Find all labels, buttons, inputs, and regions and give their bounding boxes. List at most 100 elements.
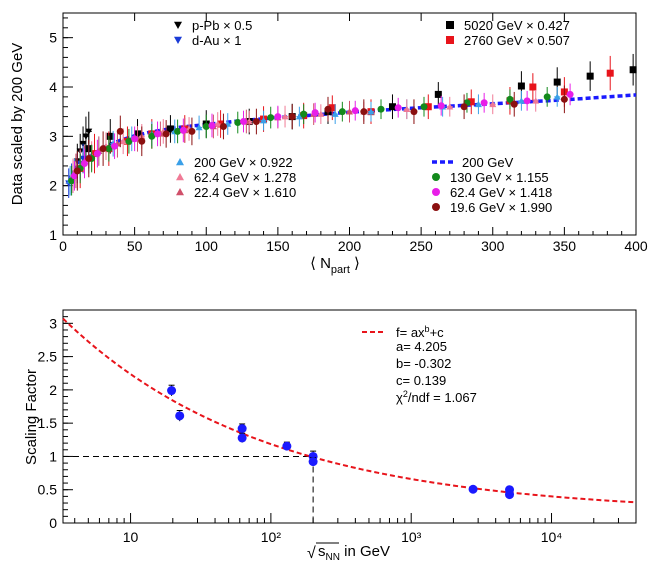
top-x-tick-label: 200 xyxy=(338,238,362,254)
legend-label: d-Au × 1 xyxy=(192,33,242,48)
data-point xyxy=(282,441,292,451)
data-point xyxy=(175,411,185,421)
data-point xyxy=(82,133,90,140)
bottom-x-axis-label-sub: NN xyxy=(326,552,340,563)
legend-param: a= 4.205 xyxy=(396,339,447,354)
bottom-x-axis-label-s: s xyxy=(318,543,326,560)
data-point xyxy=(116,127,124,135)
data-point xyxy=(586,72,594,80)
data-point xyxy=(505,490,515,500)
data-point xyxy=(131,135,139,143)
top-y-tick-label: 5 xyxy=(49,30,57,46)
top-y-tick-label: 4 xyxy=(49,79,57,95)
bottom-y-tick-label: 0.5 xyxy=(38,482,58,498)
data-point xyxy=(566,90,574,98)
data-point xyxy=(360,108,368,116)
legend-label: 200 GeV xyxy=(462,155,514,170)
legend-label: 19.6 GeV × 1.990 xyxy=(450,200,552,215)
data-point xyxy=(420,103,428,111)
legend-param: c= 0.139 xyxy=(396,373,446,388)
top-panel: 0 50 100 150 200 250 300 350 400 1 2 3 4 5 Data scale… xyxy=(9,12,648,276)
top-x-axis-label-tail: ⟩ xyxy=(350,255,360,272)
series-9 xyxy=(70,83,574,191)
data-point xyxy=(237,424,247,434)
data-point xyxy=(424,103,432,111)
data-point xyxy=(260,117,268,124)
data-point xyxy=(138,137,146,145)
legend-label: 5020 GeV × 0.427 xyxy=(464,18,570,33)
data-point xyxy=(188,127,196,135)
data-point xyxy=(111,142,119,150)
bottom-y-tick-label: 1.5 xyxy=(38,415,58,431)
data-point xyxy=(274,113,282,121)
top-y-tick-label: 3 xyxy=(49,128,57,144)
bottom-data-points xyxy=(167,384,515,500)
data-point xyxy=(517,97,525,104)
data-point xyxy=(148,132,156,140)
data-point xyxy=(219,122,227,130)
bottom-x-axis-label: √ sNN in GeV xyxy=(307,542,390,563)
bottom-x-axis-sqrt: √ xyxy=(307,545,316,562)
data-point xyxy=(239,118,247,126)
data-point xyxy=(553,93,561,100)
top-x-tick-label: 300 xyxy=(481,238,505,254)
legend-label: 130 GeV × 1.155 xyxy=(450,170,549,185)
legend-chi2: χ2/ndf = 1.067 xyxy=(396,389,477,405)
bottom-x-axis-label-text: sNN in GeV xyxy=(318,543,390,563)
data-point xyxy=(80,159,88,167)
top-x-tick-label: 0 xyxy=(59,238,67,254)
data-point xyxy=(295,113,303,120)
top-y-tick-label: 1 xyxy=(49,227,57,243)
bottom-axis-ticks: 10 10² 10³ 10⁴ 0 0.5 1 1.5 2 2.5 3 xyxy=(38,309,637,545)
bottom-x-tick-label: 10 xyxy=(123,529,139,545)
legend-swatch xyxy=(176,188,184,196)
data-point xyxy=(167,386,177,396)
legend-chi2-sup: 2 xyxy=(403,389,408,399)
data-point xyxy=(629,66,637,74)
data-point xyxy=(174,127,182,135)
legend-param: b= -0.302 xyxy=(396,356,451,371)
bottom-y-tick-label: 2 xyxy=(49,382,57,398)
data-point xyxy=(434,90,442,98)
data-point xyxy=(388,103,396,111)
data-point xyxy=(252,118,260,126)
data-point xyxy=(460,103,468,111)
data-point xyxy=(468,484,478,494)
data-point xyxy=(237,433,247,443)
data-point xyxy=(208,121,216,129)
data-point xyxy=(338,108,346,116)
legend-swatch xyxy=(174,36,182,44)
data-point xyxy=(125,137,133,145)
top-x-axis-label: ⟨ Npart ⟩ xyxy=(310,255,360,276)
legend-label: 200 GeV × 0.922 xyxy=(194,155,293,170)
bottom-x-axis-label-tail: in GeV xyxy=(340,543,390,560)
data-point xyxy=(377,105,385,113)
legend-label: 22.4 GeV × 1.610 xyxy=(194,185,296,200)
legend-label: 2760 GeV × 0.507 xyxy=(464,33,570,48)
data-point xyxy=(234,119,242,127)
data-point xyxy=(351,107,359,115)
legend-swatch xyxy=(432,203,440,211)
legend-chi2-tail: /ndf = 1.067 xyxy=(408,390,477,405)
bottom-y-tick-label: 0 xyxy=(49,515,57,531)
bottom-y-axis-label: Scaling Factor xyxy=(23,369,40,465)
data-point xyxy=(331,110,339,117)
bottom-y-tick-label: 3 xyxy=(49,315,57,331)
legend-chi2-symbol: χ xyxy=(396,390,403,405)
top-x-tick-label: 150 xyxy=(266,238,290,254)
data-point xyxy=(543,93,551,101)
data-point xyxy=(446,103,454,110)
bottom-reference-lines xyxy=(63,455,314,523)
bottom-x-tick-label: 10³ xyxy=(401,529,422,545)
top-x-tick-label: 100 xyxy=(195,238,219,254)
legend-swatch xyxy=(446,21,454,29)
data-point xyxy=(195,123,203,131)
legend-fit-label-sup: b xyxy=(425,324,430,334)
top-y-tick-label: 2 xyxy=(49,178,57,194)
data-point xyxy=(281,113,289,120)
